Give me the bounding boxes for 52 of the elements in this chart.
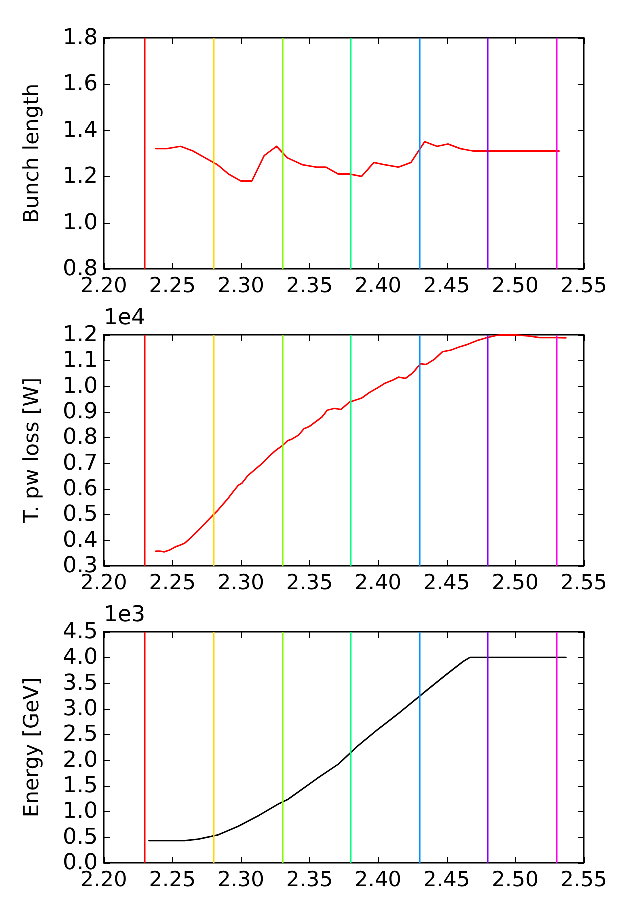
x-tick-label: 2.45: [423, 274, 470, 298]
text: 1e3: [104, 602, 146, 628]
y-tick-label: 0.9: [63, 400, 98, 424]
x-tick-label: 2.50: [492, 570, 539, 594]
y-tick-label: 2.0: [63, 748, 98, 773]
text: 1e4: [104, 306, 146, 330]
line-series: [155, 334, 567, 553]
x-tick-label: 2.50: [492, 274, 539, 298]
y-axis-title: Bunch length: [20, 84, 44, 224]
y-tick-label: 1.0: [63, 374, 98, 399]
y-tick-label: 4.5: [63, 620, 98, 644]
y-tick-label: 1.6: [63, 72, 98, 97]
y-tick-label: 1.0: [63, 799, 98, 824]
y-tick-label: 1.1: [63, 348, 98, 374]
x-tick-label: 2.25: [149, 868, 196, 892]
y-tick-label: 4.0: [63, 645, 98, 670]
x-tick-label: 2.50: [492, 868, 539, 892]
line-series: [155, 141, 560, 182]
x-tick-label: 2.25: [149, 274, 196, 298]
x-tick-label: 2.55: [560, 570, 608, 594]
x-tick-label: 2.30: [218, 274, 265, 298]
y-axis-title: Energy [GeV]: [20, 677, 44, 818]
x-tick-label: 2.45: [423, 570, 470, 594]
line-series: [148, 656, 567, 842]
x-tick-label: 2.55: [560, 868, 608, 892]
y-axis-title: T. pw loss [W]: [20, 378, 44, 524]
y-tick-label: 3.5: [63, 670, 98, 696]
x-tick-label: 2.40: [354, 868, 402, 892]
y-tick-label: 0.4: [63, 528, 98, 553]
x-tick-label: 2.35: [286, 868, 334, 892]
x-tick-label: 2.35: [286, 570, 334, 594]
y-tick-label: 0.6: [63, 476, 98, 502]
y-tick-label: 0.8: [63, 425, 98, 450]
x-tick-label: 2.30: [218, 570, 265, 594]
x-tick-label: 2.55: [560, 274, 608, 298]
y-tick-label: 1.5: [63, 774, 98, 798]
y-tick-label: 1.8: [63, 26, 98, 50]
y-tick-label: 1.4: [63, 118, 98, 143]
y-tick-label: 1.2: [63, 164, 98, 190]
y-tick-label: 0.7: [63, 450, 98, 476]
y-tick-label: 2.5: [63, 722, 98, 748]
x-tick-label: 2.40: [354, 274, 402, 298]
y-tick-label: 0.5: [63, 824, 98, 850]
y-tick-label: 3.0: [63, 696, 98, 722]
x-tick-label: 2.45: [423, 868, 470, 892]
x-tick-label: 2.40: [354, 570, 402, 594]
y-tick-label: 0.5: [63, 502, 98, 528]
y-tick-label: 1.0: [63, 210, 98, 236]
x-tick-label: 2.25: [149, 570, 196, 594]
y-tick-label: 1.2: [63, 322, 98, 348]
x-tick-label: 2.30: [218, 868, 265, 892]
x-tick-label: 2.35: [286, 274, 334, 298]
